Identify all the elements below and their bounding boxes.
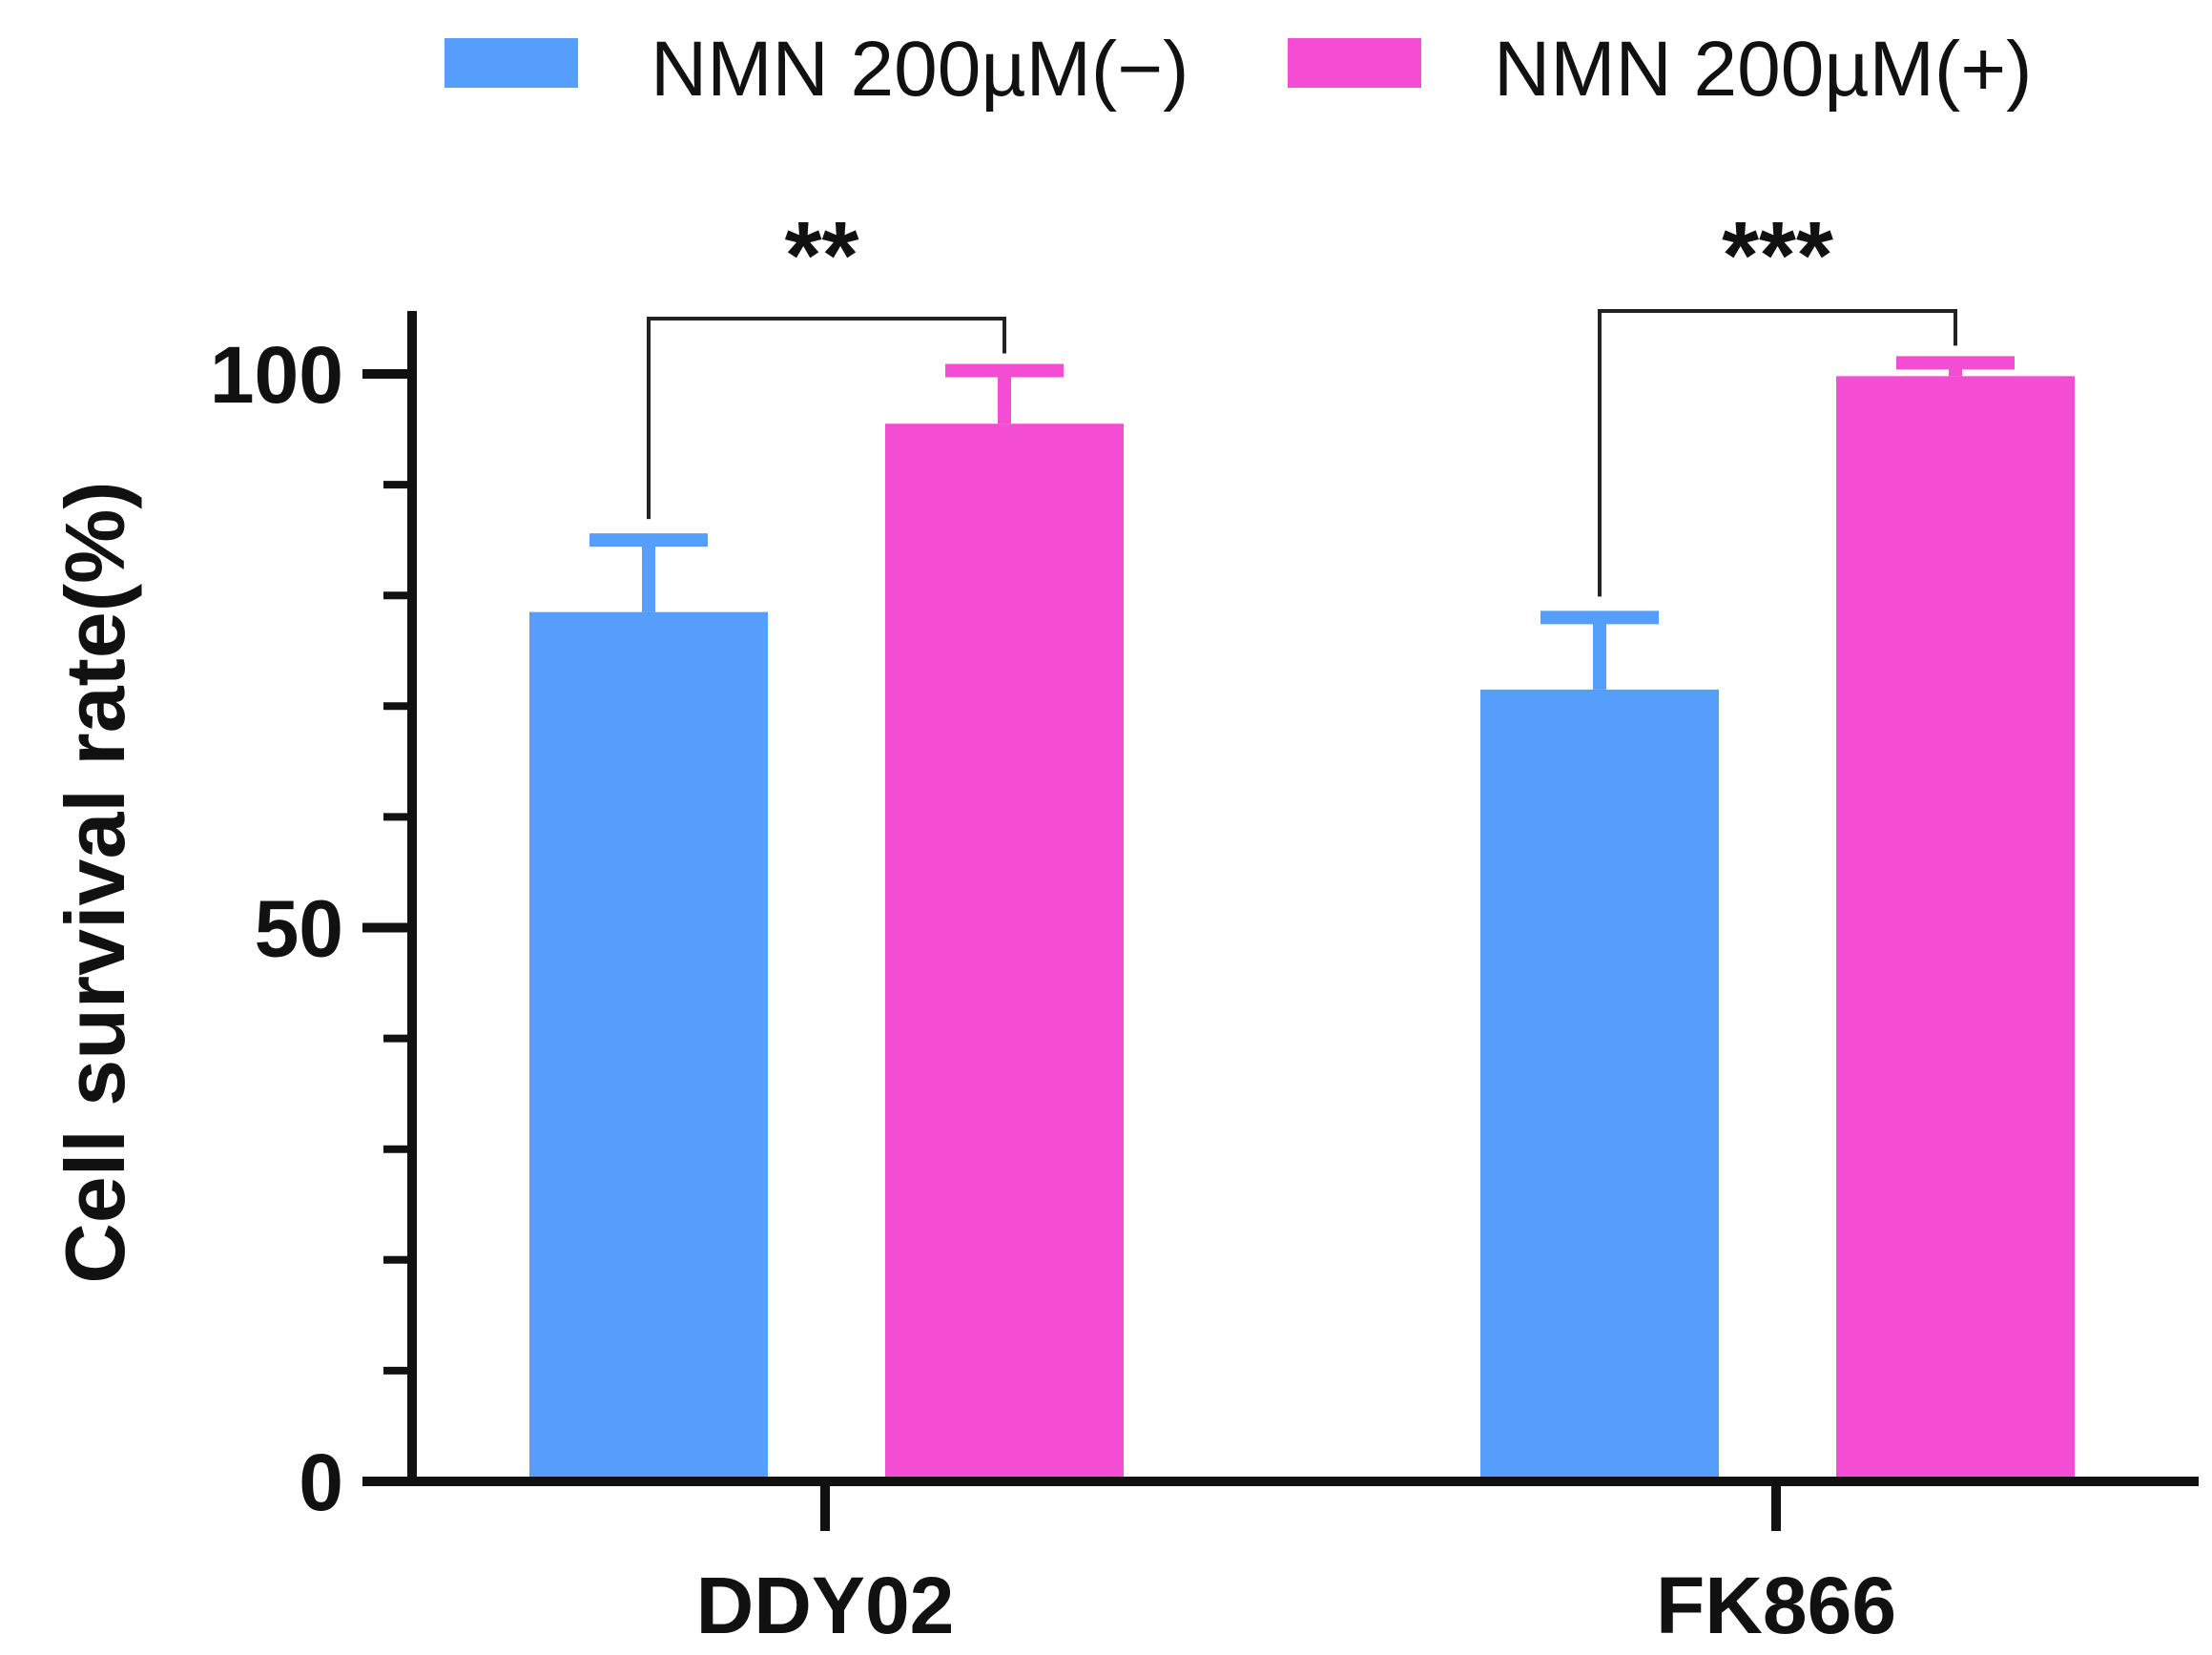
bar-fk866-series-1 <box>1836 376 2075 1481</box>
significance-label-fk866: *** <box>1722 202 1833 309</box>
bars <box>529 376 2075 1481</box>
legend-label-series-1: NMN 200µM(+) <box>1494 26 2032 113</box>
x-category-label-ddy02: DDY02 <box>696 1561 955 1650</box>
significance-brackets: ** *** <box>647 202 1957 597</box>
legend-swatch-series-1 <box>1288 38 1421 88</box>
error-bars <box>589 356 2015 690</box>
bar-fk866-series-0 <box>1480 689 1719 1481</box>
significance-bracket-ddy02 <box>647 317 1006 520</box>
bar-ddy02-series-0 <box>529 611 768 1481</box>
y-tick-label-50: 50 <box>255 884 343 974</box>
significance-bracket-fk866 <box>1598 309 1957 597</box>
legend: NMN 200µM(−) NMN 200µM(+) <box>444 26 2032 113</box>
x-category-label-fk866: FK866 <box>1656 1561 1896 1650</box>
legend-label-series-0: NMN 200µM(−) <box>651 26 1189 113</box>
y-ticks: 0 50 100 <box>210 330 412 1527</box>
legend-swatch-series-0 <box>444 38 578 88</box>
significance-label-ddy02: ** <box>785 202 859 309</box>
x-category-labels: DDY02 FK866 <box>696 1561 1896 1650</box>
y-tick-label-0: 0 <box>299 1438 343 1527</box>
y-tick-label-100: 100 <box>210 330 343 420</box>
axes <box>362 311 2199 1531</box>
bar-ddy02-series-1 <box>885 424 1124 1481</box>
y-axis-label: Cell survival rate(%) <box>48 481 142 1283</box>
